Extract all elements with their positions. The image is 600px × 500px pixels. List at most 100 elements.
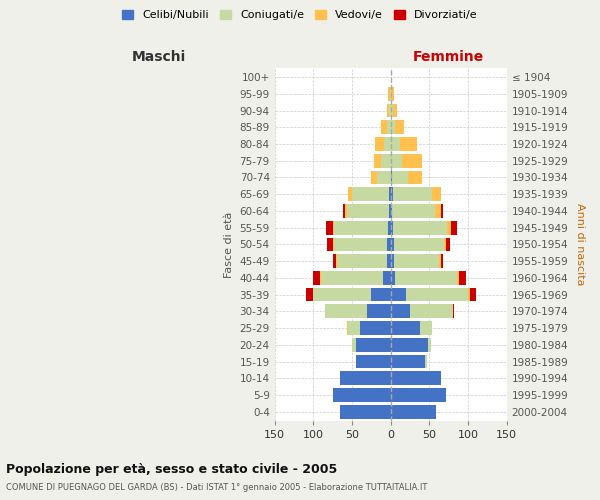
Bar [391,321,420,335]
Bar [391,87,394,101]
Bar [439,254,441,268]
Bar [336,254,337,268]
Bar [391,304,410,318]
Bar [321,271,383,284]
Bar [387,104,389,118]
Bar [391,204,392,218]
Bar [348,321,360,335]
Bar [387,120,391,134]
Bar [391,288,406,302]
Text: COMUNE DI PUEGNAGO DEL GARDA (BS) - Dati ISTAT 1° gennaio 2005 - Elaborazione TU: COMUNE DI PUEGNAGO DEL GARDA (BS) - Dati… [6,482,427,492]
Bar [347,204,389,218]
Bar [388,221,391,234]
Bar [410,304,452,318]
Bar [374,154,382,168]
Bar [391,405,436,418]
Bar [391,254,394,268]
Bar [468,288,470,302]
Text: Maschi: Maschi [131,50,186,64]
Bar [380,120,387,134]
Bar [435,204,441,218]
Bar [352,338,356,351]
Bar [332,221,334,234]
Bar [441,254,443,268]
Bar [393,188,431,201]
Bar [343,204,345,218]
Bar [356,338,391,351]
Bar [425,354,427,368]
Bar [391,170,392,184]
Bar [389,204,391,218]
Bar [391,354,425,368]
Bar [337,254,387,268]
Bar [313,288,371,302]
Bar [392,204,435,218]
Bar [393,221,447,234]
Bar [347,321,348,335]
Bar [326,221,332,234]
Bar [394,254,439,268]
Bar [394,238,444,252]
Bar [332,388,391,402]
Bar [400,137,417,151]
Bar [348,188,352,201]
Bar [325,304,367,318]
Bar [444,238,446,252]
Bar [452,304,454,318]
Y-axis label: Anni di nascita: Anni di nascita [575,203,585,285]
Bar [457,271,459,284]
Bar [345,204,347,218]
Bar [360,321,391,335]
Bar [320,271,321,284]
Bar [428,338,431,351]
Bar [313,271,320,284]
Bar [390,87,391,101]
Text: Popolazione per età, sesso e stato civile - 2005: Popolazione per età, sesso e stato civil… [6,462,337,475]
Bar [459,271,466,284]
Bar [371,170,377,184]
Bar [367,304,391,318]
Bar [406,288,468,302]
Bar [431,188,441,201]
Bar [385,137,391,151]
Bar [340,405,391,418]
Bar [392,170,407,184]
Bar [383,271,391,284]
Y-axis label: Fasce di età: Fasce di età [224,211,234,278]
Bar [307,288,313,302]
Bar [395,271,457,284]
Bar [389,104,391,118]
Bar [447,221,451,234]
Bar [334,238,387,252]
Bar [377,170,391,184]
Bar [387,238,391,252]
Bar [391,372,441,385]
Bar [391,221,393,234]
Bar [334,254,336,268]
Bar [391,238,394,252]
Bar [388,87,390,101]
Bar [371,288,391,302]
Text: Femmine: Femmine [413,50,484,64]
Bar [389,188,391,201]
Bar [387,254,391,268]
Bar [391,338,428,351]
Bar [391,271,395,284]
Bar [391,188,393,201]
Bar [393,104,397,118]
Bar [391,120,395,134]
Bar [352,188,389,201]
Bar [356,354,391,368]
Bar [451,221,457,234]
Bar [420,321,431,335]
Bar [327,238,334,252]
Bar [470,288,476,302]
Bar [340,372,391,385]
Bar [334,221,388,234]
Bar [391,154,402,168]
Bar [375,137,385,151]
Bar [446,238,450,252]
Bar [391,137,400,151]
Bar [395,120,404,134]
Bar [382,154,391,168]
